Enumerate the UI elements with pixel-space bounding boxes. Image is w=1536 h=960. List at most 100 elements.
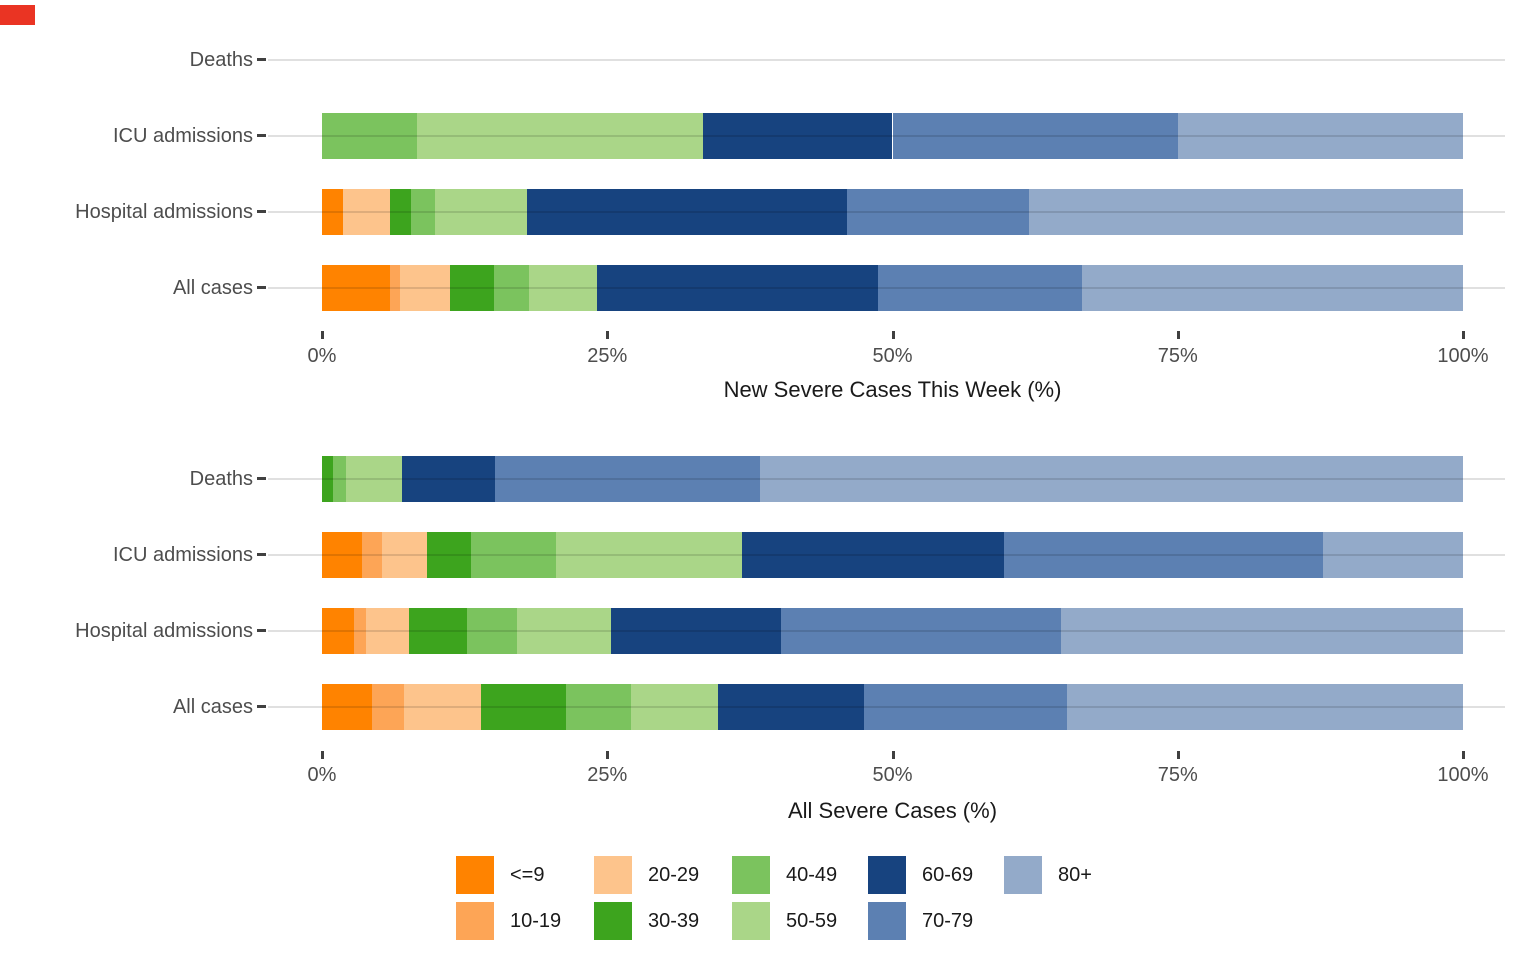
- row-label-all-cases: All cases: [172, 696, 253, 718]
- x-tick-label-50: 50%: [872, 345, 913, 367]
- x-tick-label-100: 100%: [1437, 764, 1489, 786]
- y-tick-hospital-admissions: [257, 629, 266, 632]
- bar-segment-all-cases-age-7079: [877, 265, 1082, 311]
- bar-segment-hospital-admissions-age-7079: [846, 189, 1030, 235]
- legend-label-9: <=9: [510, 864, 545, 886]
- x-tick-75: [1176, 331, 1180, 339]
- row-gridline-icu-admissions: [268, 135, 1505, 137]
- row-gridline-all-cases: [268, 287, 1505, 289]
- bar-segment-icu-admissions-age-2029: [382, 532, 427, 578]
- bar-segment-all-cases-age-1019: [390, 265, 400, 311]
- x-tick-50: [891, 751, 895, 759]
- bar-segment-hospital-admissions-age-9: [322, 189, 343, 235]
- bar-segment-hospital-admissions-age-7079: [780, 608, 1062, 654]
- row-label-deaths: Deaths: [189, 468, 253, 490]
- recording-indicator: [0, 5, 35, 25]
- bar-segment-icu-admissions-age-7079: [1004, 532, 1323, 578]
- x-tick-75: [1176, 751, 1180, 759]
- row-gridline-deaths: [268, 59, 1505, 61]
- legend-swatch-6069: [868, 856, 906, 894]
- bar-segment-icu-admissions-age-4049: [471, 532, 556, 578]
- bar-segment-hospital-admissions-age-2029: [366, 608, 409, 654]
- bar-segment-deaths-age-3039: [322, 456, 334, 502]
- row-gridline-deaths: [268, 478, 1505, 480]
- bar-segment-all-cases-age-5059: [528, 265, 597, 311]
- bar-segment-hospital-admissions-age-4049: [466, 608, 518, 654]
- bar-segment-all-cases-age-2029: [404, 684, 481, 730]
- bar-segment-all-cases-age-3039: [480, 684, 567, 730]
- bar-segment-deaths-age-6069: [401, 456, 496, 502]
- row-label-icu-admissions: ICU admissions: [112, 544, 253, 566]
- y-tick-deaths: [257, 58, 266, 61]
- x-tick-0: [321, 331, 324, 339]
- bar-segment-all-cases-age-4049: [494, 265, 529, 311]
- y-tick-all-cases: [257, 705, 266, 708]
- x-tick-label-100: 100%: [1437, 345, 1489, 367]
- row-label-hospital-admissions: Hospital admissions: [75, 201, 253, 223]
- bar-segment-deaths-age-80+: [760, 456, 1463, 502]
- x-tick-label-75: 75%: [1157, 345, 1198, 367]
- bar-segment-all-cases-age-5059: [631, 684, 718, 730]
- legend-swatch-7079: [868, 902, 906, 940]
- row-label-all-cases: All cases: [172, 277, 253, 299]
- y-tick-icu-admissions: [257, 553, 266, 556]
- bar-segment-all-cases-age-9: [322, 265, 391, 311]
- y-tick-icu-admissions: [257, 134, 266, 137]
- bar-segment-icu-admissions-age-3039: [426, 532, 472, 578]
- legend-label-4049: 40-49: [786, 864, 838, 886]
- bar-segment-all-cases-age-7079: [863, 684, 1068, 730]
- bar-segment-hospital-admissions-age-80+: [1061, 608, 1463, 654]
- legend-label-2029: 20-29: [648, 864, 700, 886]
- bar-segment-all-cases-age-2029: [399, 265, 450, 311]
- legend-swatch-80+: [1004, 856, 1042, 894]
- x-axis-title-top: New Severe Cases This Week (%): [723, 377, 1062, 402]
- bar-segment-deaths-age-4049: [333, 456, 346, 502]
- bar-segment-all-cases-age-1019: [372, 684, 405, 730]
- legend-label-80+: 80+: [1058, 864, 1092, 886]
- bar-segment-icu-admissions-age-80+: [1177, 113, 1463, 159]
- legend-swatch-1019: [456, 902, 494, 940]
- bar-segment-hospital-admissions-age-1019: [353, 608, 367, 654]
- x-tick-label-0: 0%: [307, 345, 337, 367]
- bar-segment-icu-admissions-age-80+: [1322, 532, 1463, 578]
- legend-label-3039: 30-39: [648, 910, 700, 932]
- bar-segment-all-cases-age-80+: [1081, 265, 1463, 311]
- bar-segment-all-cases-age-6069: [596, 265, 878, 311]
- legend-label-5059: 50-59: [786, 910, 838, 932]
- row-gridline-all-cases: [268, 706, 1505, 708]
- x-tick-label-25: 25%: [587, 345, 628, 367]
- y-tick-deaths: [257, 477, 266, 480]
- y-tick-hospital-admissions: [257, 210, 266, 213]
- bar-segment-icu-admissions-age-4049: [322, 113, 417, 159]
- bar-segment-icu-admissions-age-7079: [892, 113, 1178, 159]
- x-tick-label-0: 0%: [307, 764, 337, 786]
- bar-segment-icu-admissions-age-6069: [741, 532, 1005, 578]
- x-tick-0: [321, 751, 324, 759]
- x-tick-25: [606, 331, 610, 339]
- x-tick-100: [1462, 331, 1465, 339]
- legend-swatch-3039: [594, 902, 632, 940]
- x-tick-100: [1462, 751, 1465, 759]
- row-gridline-hospital-admissions: [268, 630, 1505, 632]
- bar-segment-all-cases-age-3039: [449, 265, 495, 311]
- row-gridline-icu-admissions: [268, 554, 1505, 556]
- bar-segment-hospital-admissions-age-3039: [408, 608, 467, 654]
- bar-segment-deaths-age-7079: [495, 456, 761, 502]
- row-label-deaths: Deaths: [189, 49, 253, 71]
- legend-swatch-2029: [594, 856, 632, 894]
- legend-label-1019: 10-19: [510, 910, 562, 932]
- bar-segment-hospital-admissions-age-6069: [610, 608, 781, 654]
- row-label-hospital-admissions: Hospital admissions: [75, 620, 253, 642]
- x-tick-25: [606, 751, 610, 759]
- bar-segment-icu-admissions-age-6069: [703, 113, 893, 159]
- legend-swatch-4049: [732, 856, 770, 894]
- legend-label-6069: 60-69: [922, 864, 974, 886]
- bar-segment-all-cases-age-9: [322, 684, 373, 730]
- row-gridline-hospital-admissions: [268, 211, 1505, 213]
- bar-segment-all-cases-age-4049: [566, 684, 632, 730]
- bar-segment-hospital-admissions-age-9: [322, 608, 354, 654]
- bar-segment-all-cases-age-6069: [717, 684, 864, 730]
- legend-label-7079: 70-79: [922, 910, 974, 932]
- x-tick-label-50: 50%: [872, 764, 913, 786]
